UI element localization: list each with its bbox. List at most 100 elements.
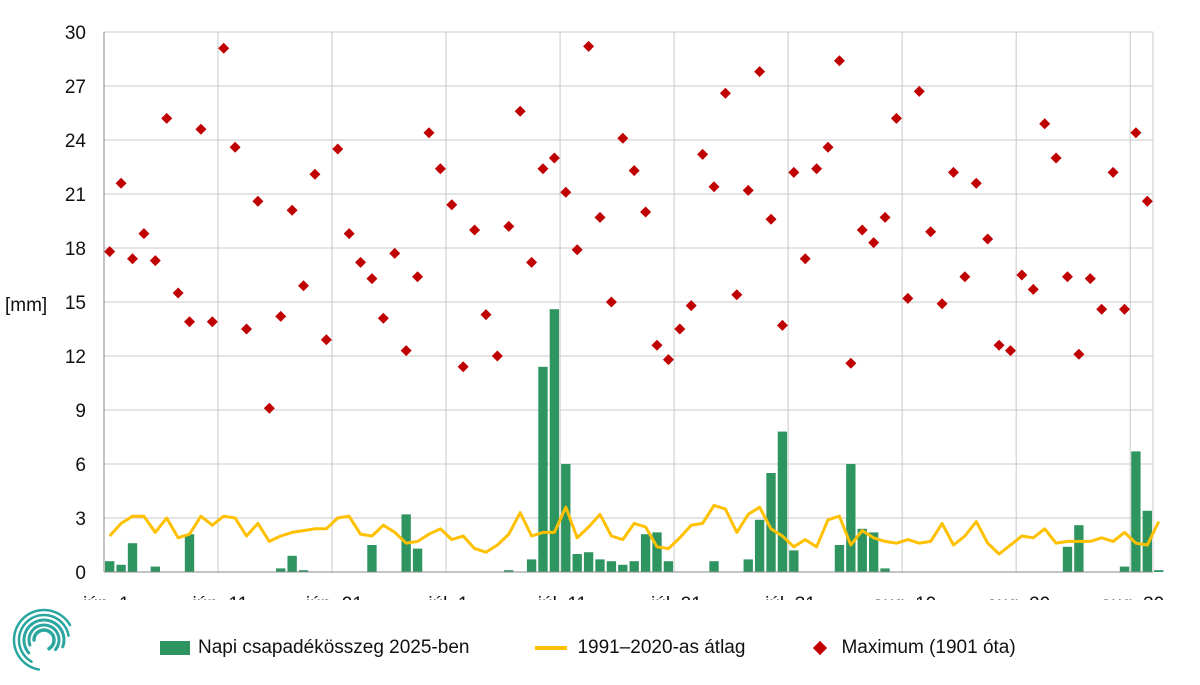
maximum-point: [902, 292, 914, 304]
precipitation-bar: [754, 519, 765, 572]
gridlines: [103, 31, 1154, 572]
maximum-point: [241, 323, 253, 335]
precipitation-bar: [184, 534, 195, 572]
precipitation-bar: [868, 532, 879, 572]
precipitation-bar: [709, 561, 719, 572]
maximum-point: [1061, 271, 1073, 283]
maximum-point: [788, 166, 800, 178]
precipitation-bar: [1062, 546, 1073, 572]
precipitation-bar: [127, 543, 138, 572]
precipitation-bar: [1119, 566, 1130, 572]
maximum-point: [1096, 303, 1108, 315]
maximum-point: [1084, 273, 1096, 285]
maximum-point: [252, 195, 264, 207]
maximum-point: [537, 163, 549, 175]
maximum-point: [503, 220, 515, 232]
precipitation-bar: [846, 464, 856, 572]
maximum-point: [799, 253, 811, 265]
maximum-point: [172, 287, 184, 299]
maximum-point: [469, 224, 481, 236]
maximum-point: [149, 255, 161, 267]
maximum-point: [685, 300, 697, 312]
precipitation-bar: [834, 545, 845, 572]
maximum-point: [925, 226, 937, 238]
logo-arc: [22, 618, 66, 655]
precipitation-bar: [504, 570, 514, 572]
precipitation-bar: [629, 561, 639, 572]
logo-arc: [12, 608, 72, 671]
maximum-point: [845, 357, 857, 369]
maximum-points: [104, 40, 1153, 414]
maximum-point: [605, 296, 617, 308]
maximum-point: [115, 177, 127, 189]
y-tick-label: 18: [65, 239, 86, 260]
precipitation-bar: [766, 473, 776, 572]
weather-service-logo-icon: [12, 608, 72, 671]
precipitation-bar: [298, 570, 309, 572]
maximum-point: [822, 141, 834, 153]
maximum-point: [651, 339, 663, 351]
maximum-point: [936, 298, 948, 310]
maximum-point: [594, 211, 606, 223]
maximum-point: [218, 42, 230, 54]
maximum-point: [195, 123, 207, 135]
maximum-point: [1027, 283, 1039, 295]
precipitation-bar: [1142, 510, 1152, 572]
maximum-point: [526, 256, 538, 268]
maximum-point: [514, 105, 526, 117]
maximum-point: [548, 152, 560, 164]
maximum-point: [1118, 303, 1130, 315]
precipitation-bar: [595, 559, 605, 572]
legend-swatch-average: [535, 646, 568, 650]
maximum-point: [742, 184, 754, 196]
logo-arc: [32, 628, 56, 651]
logo-arc: [17, 613, 70, 663]
maximum-point: [389, 247, 401, 259]
legend-item-maximum: Maximum (1901 óta): [811, 637, 1016, 659]
maximum-point: [776, 319, 788, 331]
maximum-point: [765, 213, 777, 225]
precipitation-bar: [1074, 525, 1084, 572]
maximum-point: [583, 40, 595, 52]
x-tick-label: júl. 21.: [650, 594, 707, 600]
legend: Napi csapadékösszeg 2025-ben 1991–2020-a…: [160, 636, 1082, 660]
precipitation-bar: [652, 532, 662, 572]
precipitation-bar: [640, 534, 651, 572]
precipitation-bar: [583, 552, 594, 572]
maximum-point: [412, 271, 424, 283]
precipitation-bar: [105, 561, 115, 572]
y-tick-label: 24: [65, 131, 87, 152]
maximum-point: [1130, 127, 1142, 139]
maximum-point: [1141, 195, 1153, 207]
maximum-point: [320, 334, 332, 346]
precipitation-bar: [116, 564, 126, 572]
maximum-point: [662, 354, 674, 366]
maximum-point: [1004, 345, 1016, 357]
maximum-point: [298, 280, 310, 292]
maximum-point: [309, 168, 321, 180]
maximum-point: [1107, 166, 1119, 178]
maximum-point: [697, 148, 709, 160]
y-tick-label: 30: [65, 23, 86, 44]
maximum-point: [127, 253, 139, 265]
maximum-point: [982, 233, 994, 245]
daily-precipitation-bars: [105, 309, 1164, 572]
legend-swatch-bars: [160, 641, 190, 655]
maximum-point: [104, 246, 116, 258]
y-tick-label: 27: [65, 77, 86, 98]
precipitation-bar: [857, 528, 867, 572]
maximum-point: [913, 85, 925, 97]
average-line: [108, 503, 1161, 556]
legend-item-average: 1991–2020-as átlag: [535, 637, 745, 659]
y-tick-label: 15: [65, 293, 86, 314]
maximum-point: [970, 177, 982, 189]
x-tick-label: aug. 30.: [1101, 594, 1170, 600]
y-tick-label: 21: [65, 185, 86, 206]
y-tick-label: 6: [75, 455, 86, 476]
maximum-point: [343, 228, 355, 240]
y-tick-label: 3: [75, 509, 86, 530]
y-tick-label: 0: [75, 563, 86, 584]
precipitation-bar: [276, 568, 286, 572]
maximum-point: [275, 310, 287, 322]
precipitation-chart: 0 3 6 9 12 15 18 21 24 27 30 jún. 1. jún. 11. jún. 21…: [5, 23, 1170, 600]
